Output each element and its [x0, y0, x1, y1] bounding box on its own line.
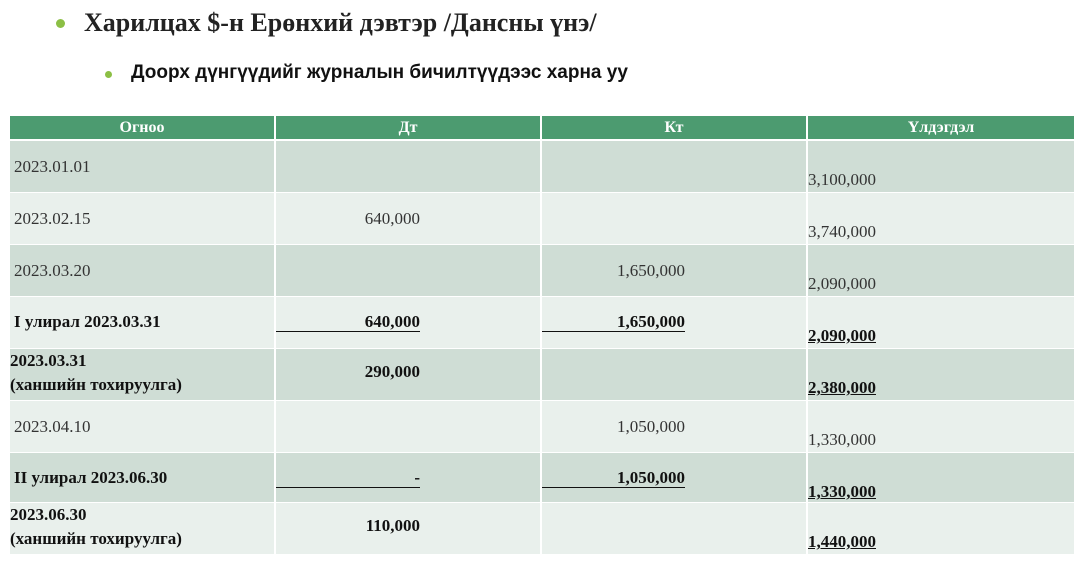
balance: 1,440,000 [808, 532, 876, 551]
amount-dt: 290,000 [364, 362, 420, 381]
table-cell [542, 245, 806, 296]
table-cell [542, 141, 806, 192]
table-cell [808, 503, 1074, 554]
amount-dt: - [276, 468, 420, 488]
table-cell [276, 193, 540, 244]
table-cell [542, 453, 806, 502]
column-header: Дт [276, 116, 540, 139]
table-cell [542, 401, 806, 452]
row-date: 2023.02.15 [14, 209, 91, 228]
amount-kt: 1,650,000 [542, 312, 685, 332]
table-cell [808, 297, 1074, 348]
row-note: (ханшийн тохируулга) [10, 529, 182, 548]
table-cell [276, 503, 540, 554]
table-cell [808, 193, 1074, 244]
table-cell [276, 401, 540, 452]
table-cell [276, 297, 540, 348]
column-header: Кт [542, 116, 806, 139]
amount-dt: 110,000 [365, 516, 420, 535]
amount-kt: 1,050,000 [542, 468, 685, 488]
table-cell [276, 141, 540, 192]
row-date: 2023.03.20 [14, 261, 91, 280]
table-cell [10, 193, 274, 244]
balance: 1,330,000 [808, 430, 876, 449]
bullet [56, 19, 65, 28]
row-date: 2023.06.30 [10, 505, 87, 524]
column-header: Огноо [10, 116, 274, 139]
table-cell [542, 193, 806, 244]
row-date: 2023.03.31 [10, 351, 87, 370]
balance: 2,090,000 [808, 274, 876, 293]
balance: 2,380,000 [808, 378, 876, 397]
table-cell [10, 503, 274, 554]
table-cell [808, 401, 1074, 452]
table-cell [10, 349, 274, 400]
table-cell [808, 453, 1074, 502]
balance: 3,740,000 [808, 222, 876, 241]
table-cell [10, 453, 274, 502]
amount-kt: 1,650,000 [617, 261, 685, 280]
table-cell [542, 349, 806, 400]
table-cell [276, 245, 540, 296]
balance: 1,330,000 [808, 482, 876, 501]
table-cell [808, 349, 1074, 400]
table-cell [276, 349, 540, 400]
row-date: 2023.01.01 [14, 157, 91, 176]
title: Харилцах $-н Ерөнхий дэвтэр /Дансны үнэ/ [84, 8, 597, 37]
table-cell [542, 503, 806, 554]
row-note: (ханшийн тохируулга) [10, 375, 182, 394]
bullet [105, 71, 112, 78]
table-cell [10, 297, 274, 348]
table-cell [10, 141, 274, 192]
table-cell [808, 141, 1074, 192]
amount-dt: 640,000 [364, 209, 420, 228]
balance: 3,100,000 [808, 170, 876, 189]
column-header: Үлдэгдэл [808, 116, 1074, 139]
row-date: II улирал 2023.06.30 [14, 468, 168, 487]
table-cell [10, 401, 274, 452]
row-date: I улирал 2023.03.31 [14, 312, 161, 331]
amount-kt: 1,050,000 [617, 417, 685, 436]
table-cell [542, 297, 806, 348]
subtitle: Доорх дүнгүүдийг журналын бичилтүүдээс х… [131, 62, 628, 83]
table-cell [808, 245, 1074, 296]
balance: 2,090,000 [808, 326, 876, 345]
table-cell [10, 245, 274, 296]
amount-dt: 640,000 [276, 312, 420, 332]
table-cell [276, 453, 540, 502]
row-date: 2023.04.10 [14, 417, 91, 436]
